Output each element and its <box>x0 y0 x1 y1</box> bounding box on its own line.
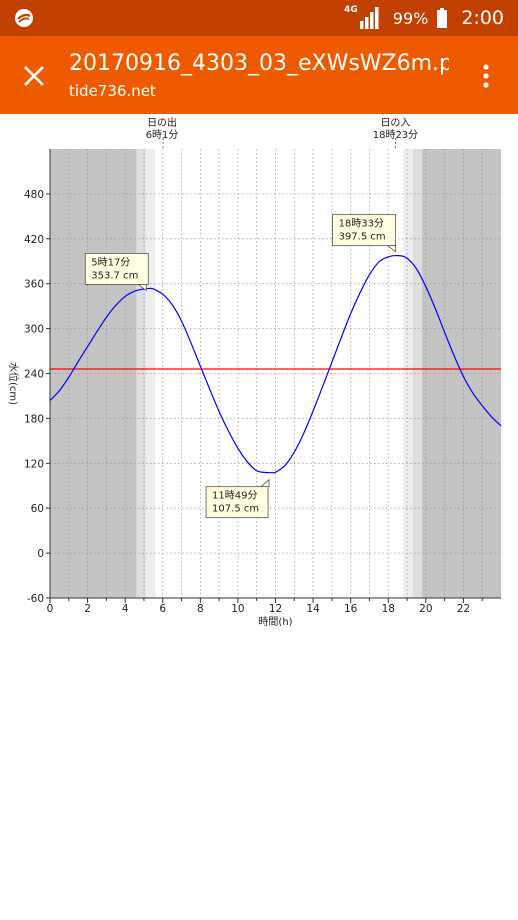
x-tick-label: 12 <box>269 603 282 615</box>
status-right: 4G 99% 2:00 <box>344 0 504 36</box>
network-type-label: 4G <box>344 5 358 15</box>
y-tick-label: -60 <box>27 593 44 605</box>
tide-level-line <box>49 254 502 474</box>
y-tick-label: 300 <box>24 324 44 336</box>
peak-annotations: 5時17分 353.7 cm 11時49分 107.5 cm 18時33分 397.5 c… <box>84 214 396 519</box>
y-tick-label: 120 <box>24 458 44 470</box>
annotation-time: 18時33分 <box>339 218 384 230</box>
y-tick-label: 420 <box>24 234 44 246</box>
x-tick-label: 20 <box>419 603 432 615</box>
chart-axes: 0 2 4 6 8 10 12 14 16 18 20 22-60060120180240300360… <box>24 149 501 615</box>
x-tick-label: 22 <box>457 603 470 615</box>
shade-twilight <box>136 149 146 598</box>
annotation-callout: 11時49分 107.5 cm <box>205 478 270 519</box>
x-tick-label: 14 <box>306 603 320 615</box>
x-tick-label: 6 <box>159 603 166 615</box>
annotation-box <box>332 214 396 247</box>
annotation-box <box>84 253 149 285</box>
x-tick-label: 18 <box>382 603 395 615</box>
battery-percentage: 99% <box>392 8 429 28</box>
y-tick-label: 360 <box>24 279 44 291</box>
x-axis-title: 時間(h) <box>258 616 292 628</box>
status-bar: 4G 99% 2:00 <box>0 0 518 36</box>
y-tick-label: 480 <box>24 189 44 201</box>
sunrise-label: 日の出 <box>147 116 177 129</box>
x-tick-label: 2 <box>84 603 91 615</box>
status-clock: 2:00 <box>461 7 504 29</box>
sunset-label: 日の入 <box>380 118 410 129</box>
annotation-pointer <box>386 245 396 253</box>
annotation-box <box>205 486 269 519</box>
page-url: tide736.net <box>69 82 156 100</box>
x-tick-label: 0 <box>47 603 54 615</box>
annotation-time: 11時49分 <box>212 490 257 502</box>
app-bar: 20170916_4303_03_eXWsWZ6m.p... tide736.n… <box>0 36 518 114</box>
annotation-callout: 18時33分 397.5 cm <box>332 214 396 253</box>
app-logo-icon <box>15 9 33 27</box>
shade-twilight <box>412 149 423 598</box>
battery-icon <box>437 8 448 28</box>
y-tick-label: 60 <box>31 503 44 515</box>
annotation-pointer <box>137 284 147 292</box>
sunset-time: 18時23分 <box>373 129 418 141</box>
close-button[interactable] <box>14 56 54 96</box>
more-options-button[interactable] <box>468 58 504 94</box>
tide-chart-container: 日の出 6時1分 日の入 18時23分 0 2 4 6 8 10 12 14 16 18 20 22 -… <box>0 114 518 654</box>
shade-dawn <box>403 149 413 598</box>
x-tick-label: 4 <box>122 603 129 615</box>
annotation-callout: 5時17分 353.7 cm <box>84 253 149 292</box>
sunrise-time: 6時1分 <box>146 129 179 141</box>
annotation-value: 107.5 cm <box>212 504 259 515</box>
signal-icon <box>359 7 379 29</box>
y-tick-label: 240 <box>24 369 44 381</box>
chart-grid <box>50 149 501 598</box>
x-tick-label: 16 <box>344 603 358 615</box>
sun-markers: 日の出 6時1分 日の入 18時23分 <box>146 116 418 149</box>
y-tick-label: 180 <box>24 413 44 425</box>
y-tick-label: 0 <box>37 548 44 560</box>
annotation-value: 397.5 cm <box>339 232 386 243</box>
y-axis-title: 水位(cm) <box>7 362 20 405</box>
tide-chart: 日の出 6時1分 日の入 18時23分 0 2 4 6 8 10 12 14 16 18 20 22 -… <box>7 116 502 628</box>
annotation-time: 5時17分 <box>91 256 130 268</box>
more-vert-icon <box>483 64 489 88</box>
annotation-value: 353.7 cm <box>91 270 138 281</box>
x-tick-label: 8 <box>197 603 204 615</box>
page-title: 20170916_4303_03_eXWsWZ6m.p... <box>69 51 449 76</box>
x-tick-label: 10 <box>231 603 244 615</box>
close-icon <box>24 66 44 86</box>
annotation-pointer <box>259 478 270 488</box>
